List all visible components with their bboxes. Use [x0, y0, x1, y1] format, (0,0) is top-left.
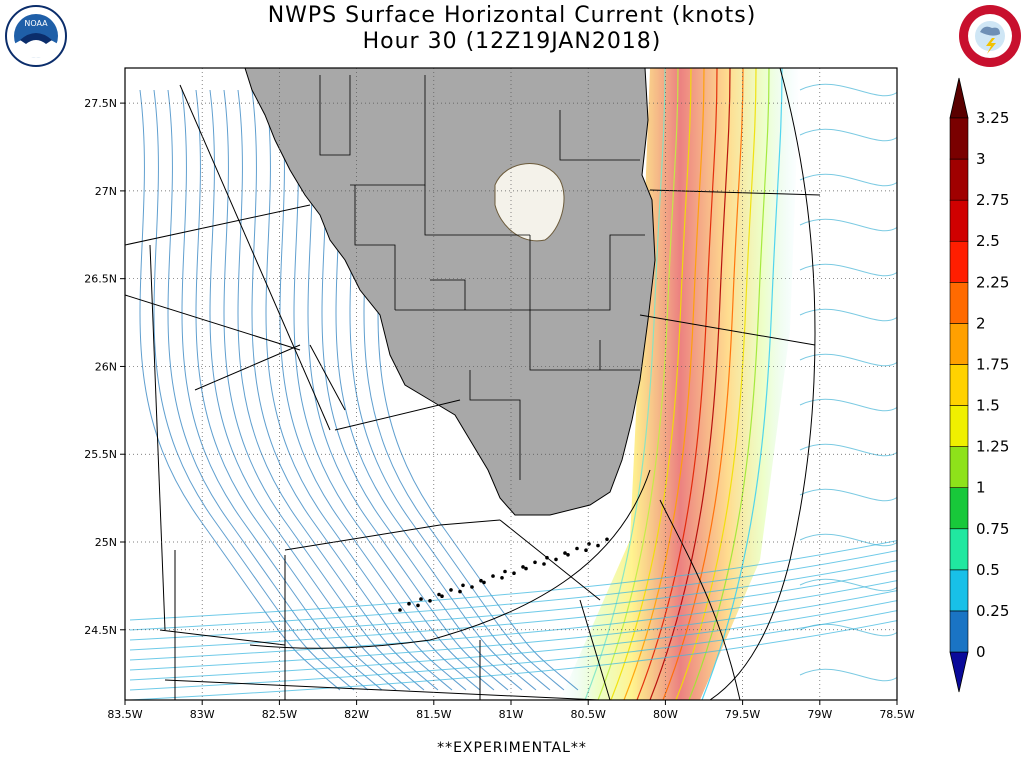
colorbar-label: 0.25 [976, 602, 1009, 620]
nws-logo [959, 5, 1021, 67]
lon-tick-label: 78.5W [879, 708, 914, 721]
colorbar-max-arrow [949, 77, 969, 119]
map-title: NWPS Surface Horizontal Current (knots) [267, 3, 757, 28]
lat-tick-label: 25N [95, 536, 117, 549]
lon-tick-label: 82W [344, 708, 369, 721]
colorbar-swatch [949, 528, 969, 571]
colorbar-swatch [949, 117, 969, 160]
colorbar-label: 1.75 [976, 355, 1009, 373]
colorbar-label: 2 [976, 314, 986, 332]
lon-tick-label: 83.5W [107, 708, 142, 721]
colorbar-label: 0.75 [976, 520, 1009, 538]
lon-tick-label: 79.5W [725, 708, 760, 721]
colorbar-label: 2.25 [976, 273, 1009, 291]
plot-area [124, 67, 898, 701]
lon-tick-label: 81W [499, 708, 524, 721]
colorbar-swatch [949, 199, 969, 242]
colorbar-label: 1.25 [976, 438, 1009, 456]
lat-tick-label: 27.5N [84, 97, 117, 110]
colorbar-label: 0 [976, 643, 986, 661]
colorbar-swatch [949, 240, 969, 283]
lon-tick-label: 80.5W [571, 708, 606, 721]
lon-tick-label: 80W [653, 708, 678, 721]
lat-tick-label: 27N [95, 185, 117, 198]
lat-tick-label: 26N [95, 360, 117, 373]
colorbar-swatch [949, 487, 969, 530]
map-subtitle: Hour 30 (12Z19JAN2018) [362, 29, 662, 54]
colorbar-swatch [949, 610, 969, 653]
colorbar-label: 3.25 [976, 109, 1009, 127]
colorbar-swatch [949, 405, 969, 447]
axis-labels: 83.5W 83W 82.5W 82W 81.5W 81W 80.5W 80W 79.5W 79W… [84, 97, 915, 721]
colorbar-label: 2.5 [976, 232, 1000, 250]
noaa-logo-text: NOAA [24, 19, 48, 28]
lon-tick-label: 83W [190, 708, 215, 721]
lat-tick-label: 26.5N [84, 273, 117, 286]
lon-tick-label: 82.5W [262, 708, 297, 721]
colorbar-label: 3 [976, 150, 986, 168]
color-legend: 0 0.25 0.5 0.75 1 1.25 1.5 1.75 2 2.25 2.5 2.75 3 3.2… [949, 77, 1009, 693]
colorbar-min-arrow [949, 651, 969, 693]
lat-tick-label: 25.5N [84, 448, 117, 461]
colorbar-swatch [949, 323, 969, 365]
experimental-label: **EXPERIMENTAL** [437, 740, 587, 756]
colorbar-swatch [949, 364, 969, 406]
lon-tick-label: 81.5W [416, 708, 451, 721]
colorbar-swatch [949, 282, 969, 324]
colorbar-label: 1.5 [976, 397, 1000, 415]
colorbar-label: 2.75 [976, 191, 1009, 209]
colorbar-swatch [949, 569, 969, 612]
colorbar-label: 0.5 [976, 561, 1000, 579]
lon-tick-label: 79W [807, 708, 832, 721]
noaa-logo: NOAA [5, 5, 67, 67]
colorbar-swatch [949, 446, 969, 488]
colorbar-label: 1 [976, 479, 986, 497]
lat-tick-label: 24.5N [84, 624, 117, 637]
colorbar-swatch [949, 158, 969, 201]
